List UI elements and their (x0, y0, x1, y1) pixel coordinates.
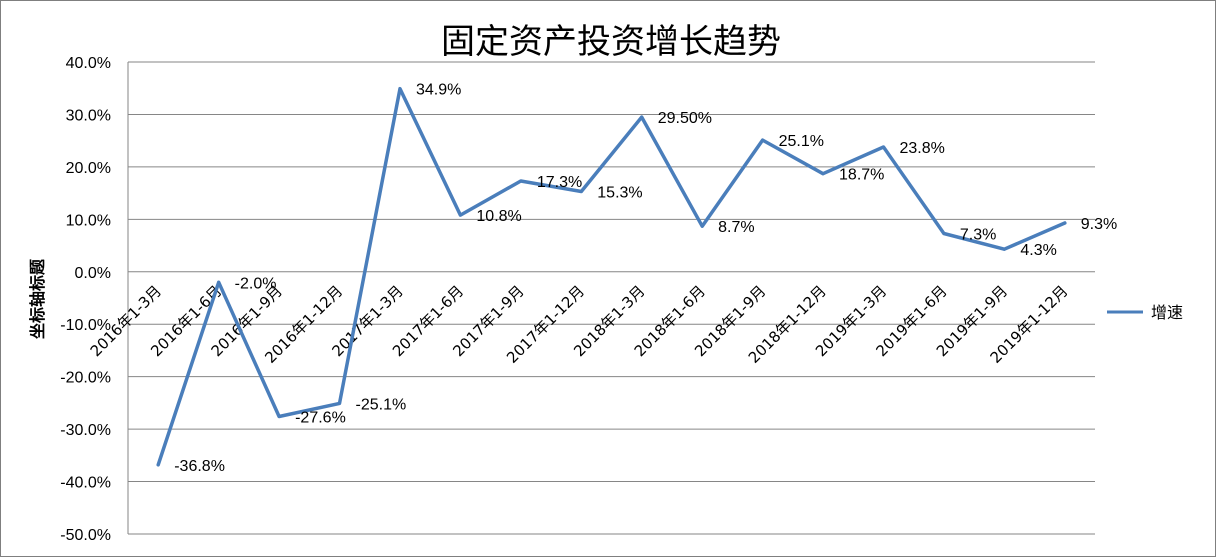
data-point (217, 280, 221, 284)
data-point (277, 415, 281, 419)
y-tick-label: 30.0% (66, 107, 111, 124)
data-point (1002, 247, 1006, 251)
y-tick-label: 0.0% (75, 265, 111, 282)
data-label: 10.8% (476, 208, 521, 225)
y-axis-title: 坐标轴标题 (28, 258, 47, 339)
data-label: -36.8% (174, 458, 225, 475)
grid-lines (127, 61, 1095, 535)
data-point (942, 231, 946, 235)
data-point (398, 87, 402, 91)
data-label: 29.50% (658, 110, 712, 127)
data-label: 7.3% (960, 226, 996, 243)
data-labels: -36.8% -2.0% -27.6% -25.1% 34.9% 10.8% 17.3% 15… (174, 82, 1117, 475)
data-point (821, 172, 825, 176)
y-tick-label: 10.0% (66, 212, 111, 229)
data-point (579, 190, 583, 194)
y-tick-label: 20.0% (66, 160, 111, 177)
y-tick-label: -50.0% (60, 527, 111, 544)
data-point (700, 224, 704, 228)
data-point (640, 115, 644, 119)
data-label: -2.0% (235, 275, 277, 292)
data-point (519, 179, 523, 183)
y-tick-label: -10.0% (60, 317, 111, 334)
data-label: 18.7% (839, 167, 884, 184)
data-label: 25.1% (779, 133, 824, 150)
series-layer (156, 86, 1067, 467)
data-label: -27.6% (295, 410, 346, 427)
y-tick-label: -40.0% (60, 475, 111, 492)
y-tick-label: -20.0% (60, 370, 111, 387)
data-point (458, 213, 462, 217)
series-line (156, 86, 1067, 467)
y-tick-label: 40.0% (66, 55, 111, 72)
data-point (156, 463, 160, 467)
data-label: 8.7% (718, 219, 754, 236)
data-label: 17.3% (537, 174, 582, 191)
data-label: 23.8% (899, 140, 944, 157)
data-label: 34.9% (416, 82, 461, 99)
data-label: 15.3% (597, 185, 642, 202)
data-point (1063, 221, 1067, 225)
y-axis-ticks: -50.0% -40.0% -30.0% -20.0% -10.0% 0.0% 10.0% 2… (60, 55, 111, 544)
data-label: 9.3% (1081, 216, 1117, 233)
data-label: 4.3% (1020, 242, 1056, 259)
data-point (338, 401, 342, 405)
legend-label: 增速 (1151, 303, 1183, 322)
legend: 增速 (1107, 303, 1183, 322)
data-point (881, 145, 885, 149)
y-tick-label: -30.0% (60, 422, 111, 439)
chart-title: 固定资产投资增长趋势 (441, 22, 781, 62)
data-label: -25.1% (356, 396, 407, 413)
data-point (761, 138, 765, 142)
